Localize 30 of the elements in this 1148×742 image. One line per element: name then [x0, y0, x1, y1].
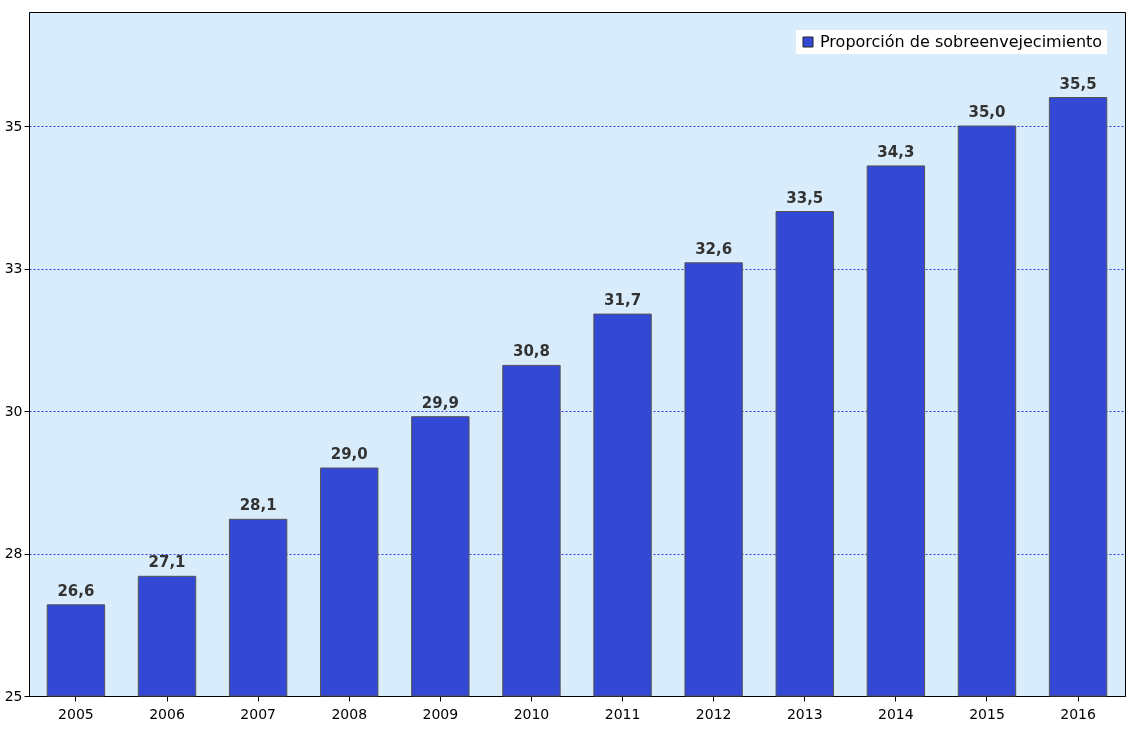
- y-tick-label: 35: [4, 117, 23, 134]
- data-label: 26,6: [57, 581, 95, 600]
- data-label: 30,8: [512, 342, 550, 361]
- x-tick-label: 2016: [1060, 705, 1096, 722]
- data-label: 35,0: [968, 103, 1006, 121]
- legend-label: Proporción de sobreenvejecimiento: [820, 32, 1103, 51]
- x-tick-label: 2010: [513, 705, 550, 722]
- y-tick-label: 33: [4, 260, 23, 276]
- data-label: 34,3: [877, 142, 915, 161]
- x-tick-label: 2007: [240, 705, 276, 722]
- x-tick-label: 2009: [422, 705, 459, 722]
- y-tick-label: 25: [4, 687, 23, 704]
- data-label: 33,5: [786, 188, 824, 207]
- x-tick-label: 2005: [58, 705, 94, 722]
- x-tick-label: 2015: [969, 705, 1005, 722]
- data-label: 31,7: [604, 291, 642, 310]
- x-tick-label: 2014: [878, 705, 914, 722]
- data-label: 35,5: [1059, 74, 1097, 93]
- x-tick-label: 2013: [786, 705, 823, 722]
- data-label: 29,0: [330, 445, 368, 463]
- y-tick-label: 28: [4, 545, 23, 561]
- x-tick-label: 2011: [604, 705, 641, 722]
- x-tick-label: 2008: [331, 705, 368, 722]
- x-tick-label: 2006: [149, 705, 185, 722]
- data-label: 27,1: [148, 553, 186, 572]
- x-tick-label: 2012: [695, 705, 732, 722]
- data-label: 29,9: [421, 393, 459, 412]
- data-label: 28,1: [239, 496, 277, 515]
- y-tick-label: 30: [4, 402, 23, 419]
- data-label: 32,6: [695, 239, 733, 258]
